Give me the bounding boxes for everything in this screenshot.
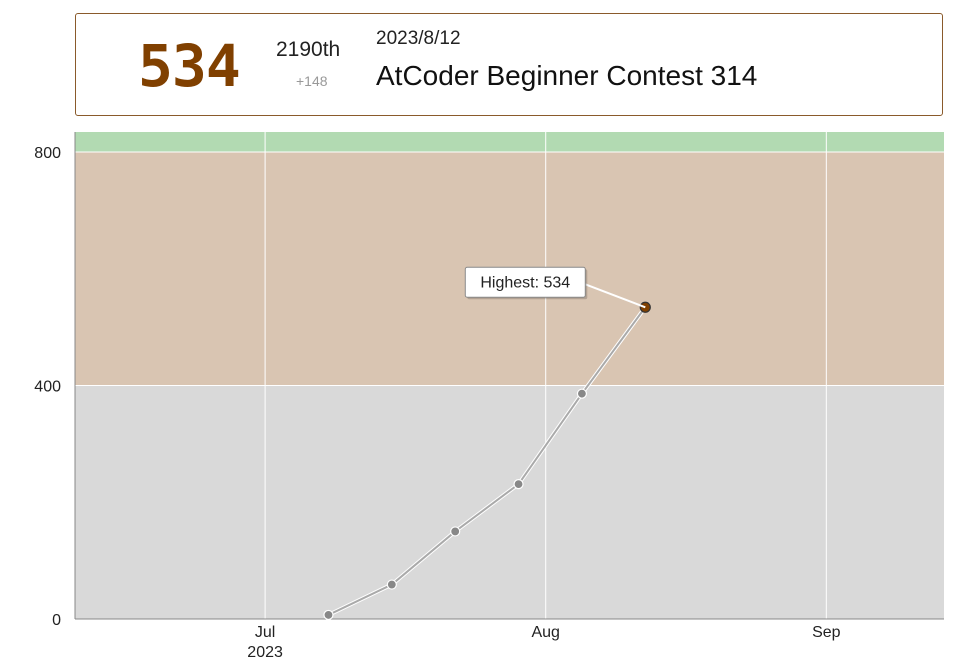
y-tick-label: 400 [34, 379, 61, 396]
y-tick-label: 800 [34, 145, 61, 162]
rating-value: 534 [138, 32, 241, 100]
rating-line [328, 306, 647, 616]
rating-point [576, 388, 588, 399]
y-tick-label: 0 [52, 612, 61, 629]
contest-info-panel: 534 2190th +148 2023/8/12 AtCoder Beginn… [75, 13, 943, 116]
contest-date: 2023/8/12 [376, 28, 461, 49]
x-tick-sublabel: 2023 [247, 644, 283, 661]
contest-name[interactable]: AtCoder Beginner Contest 314 [376, 60, 758, 91]
rating-point [450, 526, 461, 537]
highest-annotation-label: Highest: 534 [480, 274, 570, 291]
x-tick-label: Sep [812, 624, 841, 641]
rating-point [386, 579, 397, 590]
x-tick-label: Jul [255, 624, 275, 641]
rating-band-0 [75, 385, 944, 619]
rating-diff: +148 [296, 73, 328, 89]
highest-annotation-pointer [584, 283, 646, 309]
rating-point [323, 609, 334, 621]
rating-point [513, 479, 524, 490]
x-tick-label: Aug [531, 624, 559, 641]
rank-value: 2190th [276, 38, 341, 61]
rating-band-2 [75, 132, 944, 152]
highest-annotation-box [464, 266, 586, 298]
